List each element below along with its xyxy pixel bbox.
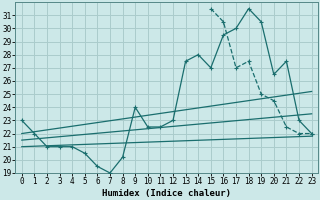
X-axis label: Humidex (Indice chaleur): Humidex (Indice chaleur) (102, 189, 231, 198)
